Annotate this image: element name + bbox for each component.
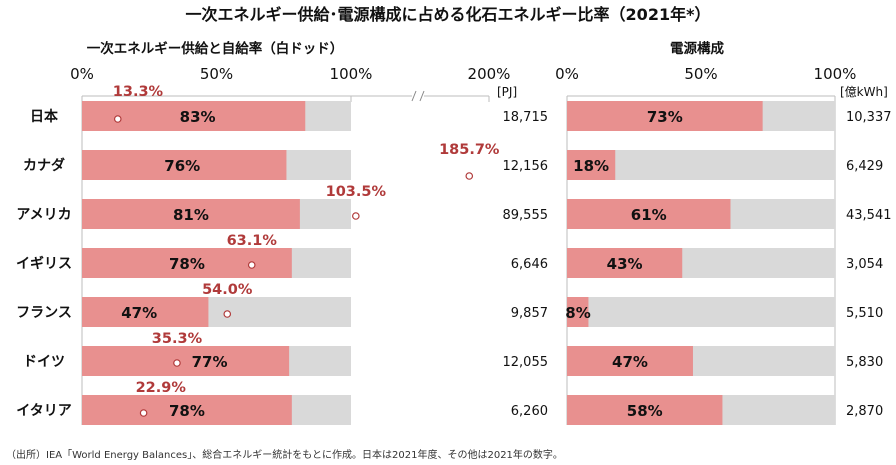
right-fossil-share-label: 73%: [647, 108, 683, 126]
country-label: フランス: [16, 305, 72, 321]
self-sufficiency-label: 103.5%: [326, 184, 387, 200]
country-label: ドイツ: [23, 354, 65, 370]
left-fossil-bar: [82, 150, 287, 180]
left-fossil-share-label: 47%: [121, 304, 157, 322]
country-label: イギリス: [16, 255, 72, 272]
left-panel-title: 一次エネルギー供給と自給率（白ドッド）: [87, 40, 344, 57]
left-fossil-bar: [82, 395, 292, 425]
country-label: イタリア: [16, 403, 71, 419]
power-generation-total: 5,830: [846, 355, 883, 370]
primary-energy-total: 9,857: [511, 306, 548, 321]
left-fossil-share-label: 76%: [164, 157, 200, 175]
left-axis-tick-label: 50%: [200, 65, 233, 83]
country-row: カナダ 76% 185.7%12,156 18% 6,429: [23, 142, 883, 180]
primary-energy-total: 12,055: [503, 355, 549, 370]
left-fossil-bar: [82, 248, 292, 278]
primary-energy-total: 6,646: [511, 257, 548, 272]
country-row: アメリカ 81% 103.5% 89,555 61% 43,541: [16, 184, 892, 229]
self-sufficiency-label: 13.3%: [113, 84, 164, 100]
primary-energy-total: 18,715: [503, 110, 549, 125]
self-sufficiency-label: 185.7%: [439, 142, 500, 158]
right-fossil-bar: [567, 297, 589, 327]
primary-energy-total: 6,260: [511, 404, 548, 419]
right-fossil-bar: [567, 248, 683, 278]
right-fossil-share-label: 58%: [627, 402, 663, 420]
primary-energy-total: 12,156: [503, 159, 549, 174]
left-fossil-bar: [82, 346, 290, 376]
country-label: カナダ: [23, 157, 65, 174]
right-remainder-bar: [567, 297, 835, 327]
power-generation-total: 6,429: [846, 159, 883, 174]
self-sufficiency-label: 54.0%: [202, 282, 253, 298]
right-axis-tick-label: 0%: [555, 65, 579, 83]
right-fossil-share-label: 43%: [607, 255, 643, 273]
power-generation-total: 5,510: [846, 306, 883, 321]
power-generation-total: 2,870: [846, 404, 883, 419]
left-fossil-bar: [82, 199, 300, 229]
right-fossil-bar: [567, 101, 763, 131]
right-fossil-share-label: 8%: [565, 304, 590, 322]
self-sufficiency-dot: [113, 115, 122, 123]
right-fossil-share-label: 47%: [612, 353, 648, 371]
right-fossil-bar: [567, 199, 731, 229]
country-label: 日本: [30, 108, 59, 125]
left-fossil-share-label: 78%: [169, 255, 205, 273]
left-axis-tick-label: 200%: [468, 65, 511, 83]
power-generation-total: 43,541: [846, 208, 892, 223]
left-axis-tick-label: 0%: [70, 65, 94, 83]
country-row: フランス 47% 54.0% 9,857 8% 5,510: [16, 282, 883, 327]
country-row: ドイツ 77% 35.3% 12,055 47% 5,830: [23, 331, 883, 376]
self-sufficiency-dot: [247, 261, 256, 269]
source-note: （出所）IEA「World Energy Balances」、総合エネルギー統計…: [6, 448, 563, 461]
left-unit-label: [PJ]: [497, 85, 517, 99]
right-fossil-bar: [567, 395, 723, 425]
right-fossil-share-label: 61%: [631, 206, 667, 224]
power-generation-total: 3,054: [846, 257, 883, 272]
right-unit-label: [億kWh]: [840, 85, 888, 99]
self-sufficiency-dot: [352, 212, 360, 220]
power-generation-total: 10,337: [846, 110, 892, 125]
self-sufficiency-dot: [465, 172, 474, 180]
left-fossil-share-label: 81%: [173, 206, 209, 224]
axis-break-mark: [411, 90, 425, 102]
right-axis-tick-label: 50%: [684, 65, 717, 83]
self-sufficiency-label: 63.1%: [227, 233, 278, 249]
left-fossil-bar: [82, 297, 209, 327]
self-sufficiency-label: 22.9%: [136, 380, 187, 396]
left-fossil-share-label: 77%: [192, 353, 228, 371]
self-sufficiency-dot: [223, 310, 232, 318]
country-label: アメリカ: [16, 207, 71, 223]
primary-energy-total: 89,555: [503, 208, 549, 223]
self-sufficiency-dot: [173, 359, 181, 367]
right-panel-title: 電源構成: [670, 40, 724, 57]
left-fossil-share-label: 78%: [169, 402, 205, 420]
right-fossil-share-label: 18%: [573, 157, 609, 175]
self-sufficiency-dot: [139, 409, 148, 417]
country-row: イギリス 78% 63.1% 6,646 43% 3,054: [16, 233, 883, 278]
right-axis-tick-label: 100%: [814, 65, 857, 83]
left-fossil-share-label: 83%: [180, 108, 216, 126]
right-fossil-bar: [567, 150, 616, 180]
country-row: イタリア 78% 22.9% 6,260 58% 2,870: [16, 380, 883, 425]
right-fossil-bar: [567, 346, 693, 376]
left-axis-tick-label: 100%: [330, 65, 373, 83]
chart-title: 一次エネルギー供給･電源構成に占める化石エネルギー比率（2021年*）: [186, 5, 711, 24]
country-row: 日本 83% 13.3% 18,715 73% 10,337: [30, 84, 892, 131]
self-sufficiency-label: 35.3%: [152, 331, 203, 347]
